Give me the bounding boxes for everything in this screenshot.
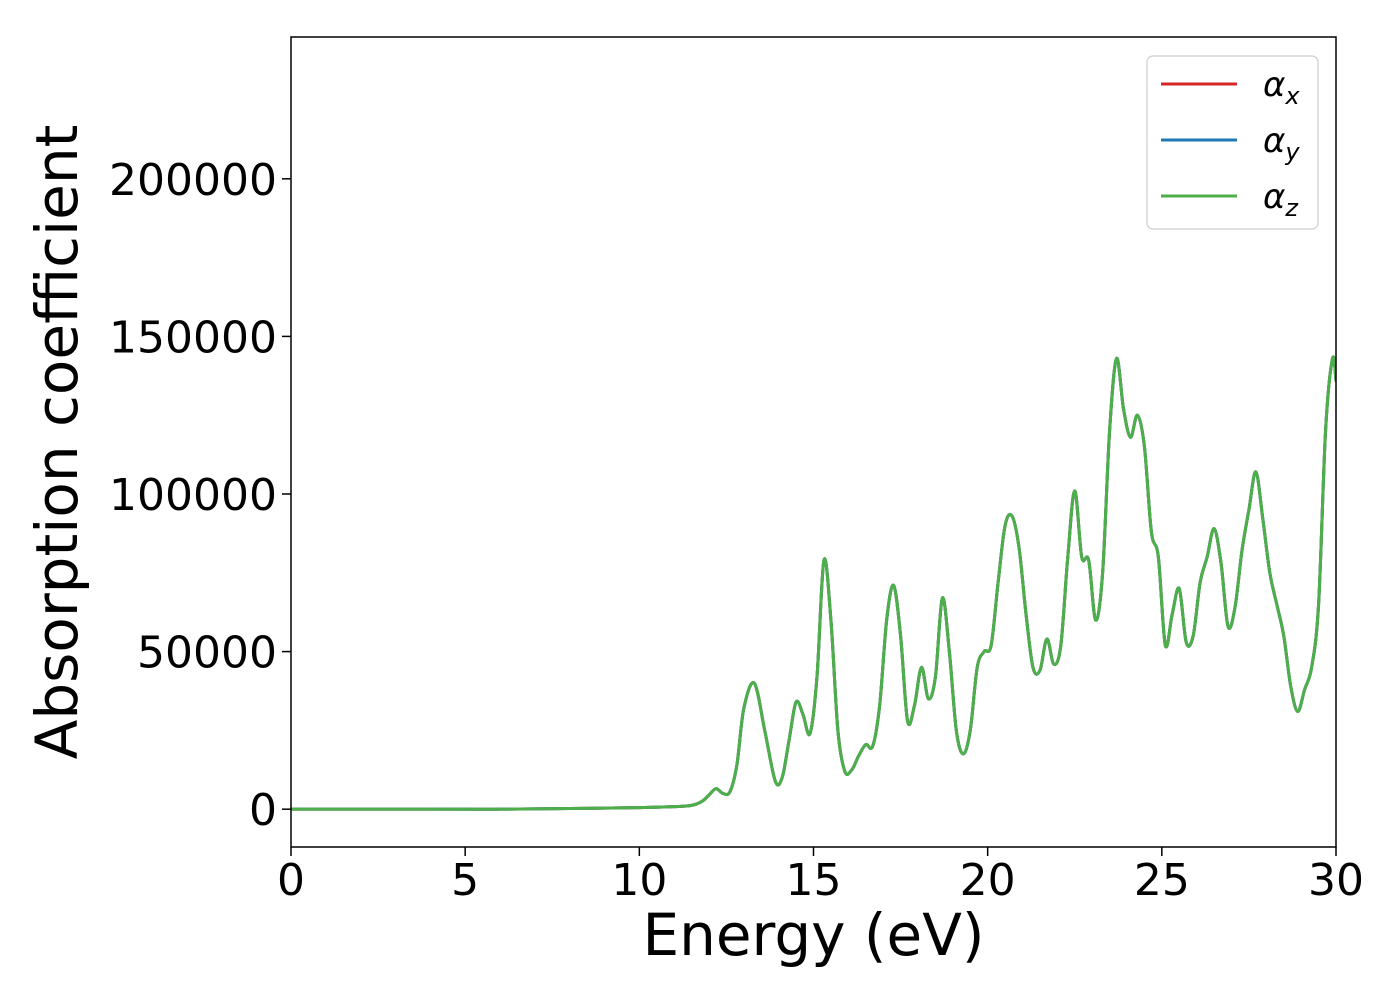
- legend-subscript: y: [1284, 138, 1300, 166]
- x-tick-label: 20: [960, 855, 1016, 906]
- series-layer: [291, 355, 1336, 811]
- x-axis-title: Energy (eV): [642, 901, 984, 969]
- y-tick-label: 200000: [109, 155, 277, 206]
- series-line-y: [291, 355, 1336, 811]
- y-axis-ticks: 0 50000 100000 150000 200000: [109, 155, 291, 836]
- x-tick-label: 0: [277, 855, 305, 906]
- x-tick-label: 15: [786, 855, 842, 906]
- legend-symbol: α: [1263, 65, 1285, 105]
- series-line-x: [291, 355, 1336, 811]
- y-tick-label: 100000: [109, 470, 277, 521]
- y-tick-label: 50000: [137, 628, 277, 679]
- y-tick-label: 0: [249, 785, 277, 836]
- y-axis-title: Absorption coefficient: [23, 125, 91, 760]
- x-tick-label: 25: [1134, 855, 1190, 906]
- legend-subscript: x: [1284, 82, 1300, 110]
- x-axis-ticks: 0 5 10 15 20 25 30: [277, 847, 1364, 906]
- legend-subscript: z: [1284, 194, 1299, 222]
- legend-label-y: αy: [1263, 121, 1300, 166]
- y-tick-label: 150000: [109, 312, 277, 363]
- legend-label-z: αz: [1263, 177, 1299, 222]
- series-line-z: [291, 355, 1336, 811]
- legend-symbol: α: [1263, 121, 1285, 161]
- legend-symbol: α: [1263, 177, 1285, 217]
- x-tick-label: 10: [611, 855, 667, 906]
- x-tick-label: 5: [451, 855, 479, 906]
- legend-label-x: αx: [1263, 65, 1300, 110]
- x-tick-label: 30: [1308, 855, 1364, 906]
- legend-box: [1146, 55, 1319, 230]
